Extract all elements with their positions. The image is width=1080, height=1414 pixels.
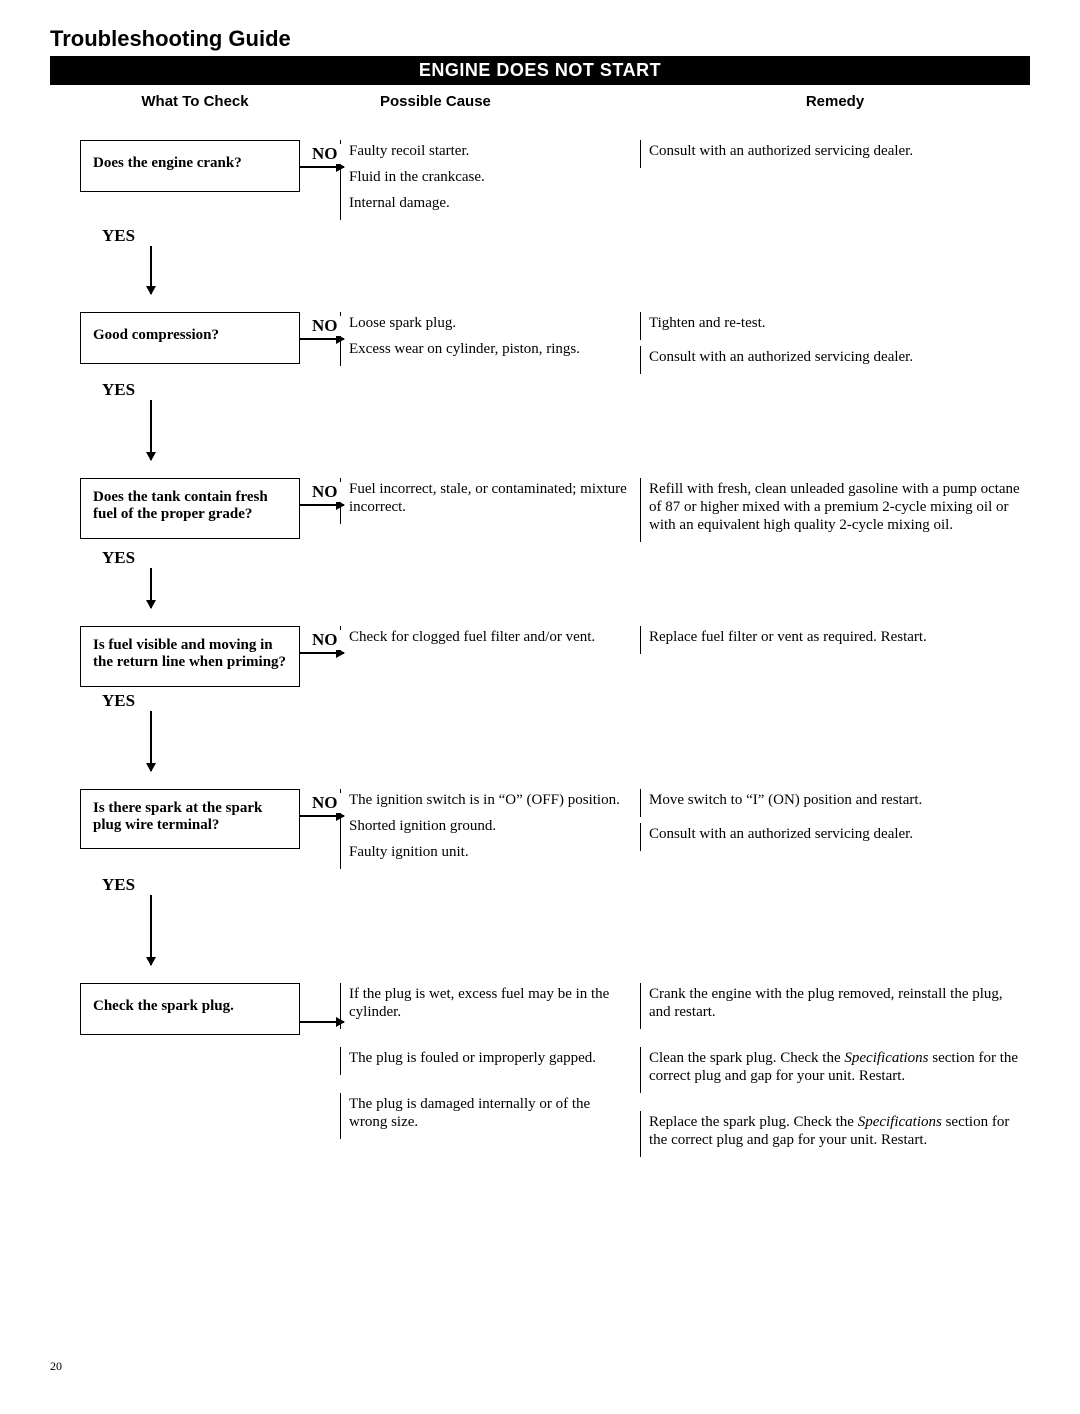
flow-step: Does the tank contain fresh fuel of the … bbox=[50, 460, 1030, 608]
arrow-down-icon bbox=[150, 246, 152, 294]
yes-label: YES bbox=[102, 226, 1030, 246]
cause-text: Check for clogged fuel filter and/or ven… bbox=[340, 626, 640, 654]
remedy-text: Refill with fresh, clean unleaded gasoli… bbox=[640, 478, 1030, 542]
check-box: Is there spark at the spark plug wire te… bbox=[80, 789, 300, 850]
arrow-down-icon bbox=[150, 568, 152, 608]
remedy-text: Replace the spark plug. Check the Specif… bbox=[640, 1111, 1030, 1157]
remedy-text: Move switch to “I” (ON) position and res… bbox=[640, 789, 1030, 817]
no-label: NO bbox=[308, 482, 342, 502]
cause-text: The ignition switch is in “O” (OFF) posi… bbox=[340, 789, 640, 869]
arrow-right-icon bbox=[300, 815, 344, 817]
yes-label: YES bbox=[102, 380, 1030, 400]
cause-text: Loose spark plug.Excess wear on cylinder… bbox=[340, 312, 640, 366]
check-box: Does the tank contain fresh fuel of the … bbox=[80, 478, 300, 539]
remedy-text: Replace fuel filter or vent as required.… bbox=[640, 626, 1030, 654]
yes-label: YES bbox=[102, 875, 1030, 895]
arrow-right-icon bbox=[300, 338, 344, 340]
cause-text: If the plug is wet, excess fuel may be i… bbox=[340, 983, 640, 1029]
remedy-text: Consult with an authorized servicing dea… bbox=[640, 140, 1030, 168]
flow-step: Check the spark plug. If the plug is wet,… bbox=[50, 965, 1030, 1159]
check-box: Good compression? bbox=[80, 312, 300, 364]
arrow-right-icon bbox=[300, 166, 344, 168]
arrow-down-icon bbox=[150, 711, 152, 771]
no-label: NO bbox=[308, 144, 342, 164]
flow-step: Good compression? NOLoose spark plug.Exce… bbox=[50, 294, 1030, 460]
column-headers: What To Check Possible Cause Remedy bbox=[50, 85, 1030, 122]
yes-label: YES bbox=[102, 548, 1030, 568]
page-title: Troubleshooting Guide bbox=[50, 20, 1030, 56]
remedy-text: Consult with an authorized servicing dea… bbox=[640, 346, 1030, 374]
no-label: NO bbox=[308, 793, 342, 813]
col-header-cause: Possible Cause bbox=[340, 93, 640, 110]
flow-step: Is there spark at the spark plug wire te… bbox=[50, 771, 1030, 965]
no-label: NO bbox=[308, 316, 342, 336]
arrow-down-icon bbox=[150, 400, 152, 460]
check-box: Does the engine crank? bbox=[80, 140, 300, 192]
flowchart-container: Does the engine crank?NOFaulty recoil st… bbox=[50, 122, 1030, 1159]
check-box: Check the spark plug. bbox=[80, 983, 300, 1035]
col-header-remedy: Remedy bbox=[640, 93, 1030, 110]
cause-text: Faulty recoil starter.Fluid in the crank… bbox=[340, 140, 640, 220]
remedy-text: Tighten and re-test. bbox=[640, 312, 1030, 340]
flow-step: Does the engine crank? NOFaulty recoil st… bbox=[50, 122, 1030, 294]
remedy-text: Consult with an authorized servicing dea… bbox=[640, 823, 1030, 851]
page-number: 20 bbox=[50, 1359, 1030, 1374]
cause-text: The plug is fouled or improperly gapped. bbox=[340, 1047, 640, 1075]
cause-text: Fuel incorrect, stale, or contaminated; … bbox=[340, 478, 640, 524]
check-box: Is fuel visible and moving in the return… bbox=[80, 626, 300, 687]
section-banner: ENGINE DOES NOT START bbox=[50, 56, 1030, 85]
no-label: NO bbox=[308, 630, 342, 650]
remedy-text: Clean the spark plug. Check the Specific… bbox=[640, 1047, 1030, 1093]
arrow-right-icon bbox=[300, 1021, 344, 1023]
arrow-right-icon bbox=[300, 504, 344, 506]
yes-label: YES bbox=[102, 691, 1030, 711]
flow-step: Is fuel visible and moving in the return… bbox=[50, 608, 1030, 771]
col-header-check: What To Check bbox=[50, 93, 340, 110]
cause-text: The plug is damaged internally or of the… bbox=[340, 1093, 640, 1139]
arrow-right-icon bbox=[300, 652, 344, 654]
remedy-text: Crank the engine with the plug removed, … bbox=[640, 983, 1030, 1029]
arrow-down-icon bbox=[150, 895, 152, 965]
